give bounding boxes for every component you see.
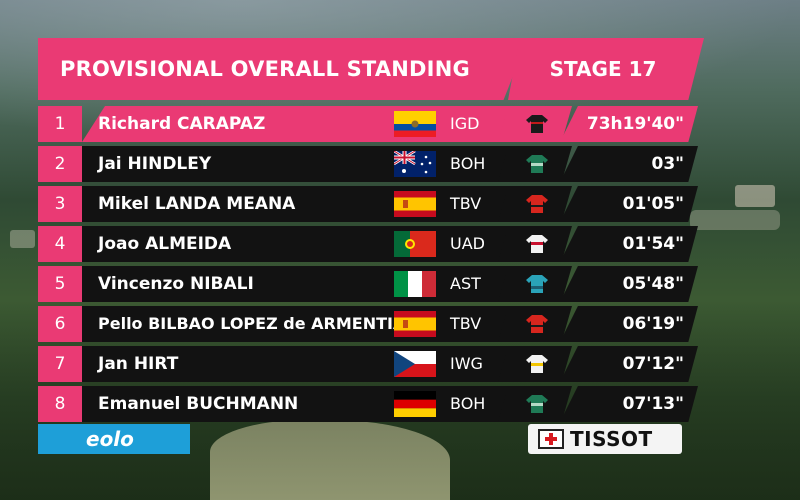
- gap-time: 07'13": [622, 394, 684, 414]
- time-bar: [560, 346, 698, 382]
- rider-name: Jan HIRT: [98, 354, 179, 374]
- team-code: TBV: [450, 314, 482, 333]
- spain-flag: [394, 191, 436, 217]
- position-number: 8: [38, 386, 82, 422]
- position-number: 7: [38, 346, 82, 382]
- rider-name: Vincenzo NIBALI: [98, 274, 254, 294]
- white-jersey-icon: [526, 235, 548, 253]
- tissot-cross-icon: [538, 429, 564, 449]
- standings-title: PROVISIONAL OVERALL STANDING: [60, 57, 470, 81]
- tissot-logo: TISSOT: [570, 427, 653, 451]
- background-village-left: [10, 230, 35, 248]
- time-bar: [560, 306, 698, 342]
- team-code: IWG: [450, 354, 483, 373]
- spain-flag: [394, 311, 436, 337]
- team-code: AST: [450, 274, 481, 293]
- standing-row-1: 1 Richard CARAPAZ IGD 73h19'40": [38, 106, 698, 142]
- standing-row-6: 6 Pello BILBAO LOPEZ de ARMENTIA TBV 06'…: [38, 306, 698, 342]
- czech-flag: [394, 351, 436, 377]
- team-code: IGD: [450, 114, 480, 133]
- name-bar: [82, 226, 542, 262]
- gap-time: 07'12": [622, 354, 684, 374]
- rider-name: Emanuel BUCHMANN: [98, 394, 299, 414]
- italy-flag: [394, 271, 436, 297]
- ecuador-flag: [394, 111, 436, 137]
- gap-time: 01'54": [622, 234, 684, 254]
- background-house: [735, 185, 775, 207]
- position-number: 1: [38, 106, 82, 142]
- gap-time: 03": [651, 154, 684, 174]
- position-number: 6: [38, 306, 82, 342]
- name-bar: [82, 266, 542, 302]
- name-bar: [82, 186, 542, 222]
- portugal-flag: [394, 231, 436, 257]
- name-bar: [82, 146, 542, 182]
- green-jersey-icon: [526, 395, 548, 413]
- white-jersey-icon: [526, 355, 548, 373]
- gap-time: 73h19'40": [586, 114, 684, 134]
- team-code: BOH: [450, 394, 486, 413]
- position-number: 5: [38, 266, 82, 302]
- time-bar: [560, 146, 698, 182]
- standing-row-7: 7 Jan HIRT IWG 07'12": [38, 346, 698, 382]
- rider-name: Joao ALMEIDA: [98, 234, 232, 254]
- time-bar: [560, 106, 698, 142]
- name-bar: [82, 106, 542, 142]
- time-bar: [560, 386, 698, 422]
- team-code: TBV: [450, 194, 482, 213]
- black-jersey-icon: [526, 115, 548, 133]
- standing-row-4: 4 Joao ALMEIDA UAD 01'54": [38, 226, 698, 262]
- gap-time: 05'48": [622, 274, 684, 294]
- australia-flag: [394, 151, 436, 177]
- name-bar: [82, 346, 542, 382]
- rider-name: Mikel LANDA MEANA: [98, 194, 296, 214]
- green-jersey-icon: [526, 155, 548, 173]
- time-bar: [560, 266, 698, 302]
- position-number: 3: [38, 186, 82, 222]
- stage-header: STAGE 17: [508, 38, 704, 100]
- rider-name: Jai HINDLEY: [98, 154, 212, 174]
- germany-flag: [394, 391, 436, 417]
- time-bar: [560, 186, 698, 222]
- gap-time: 01'05": [622, 194, 684, 214]
- red-jersey-icon: [526, 195, 548, 213]
- standing-row-3: 3 Mikel LANDA MEANA TBV 01'05": [38, 186, 698, 222]
- time-bar: [560, 226, 698, 262]
- team-code: UAD: [450, 234, 485, 253]
- name-bar: [82, 386, 542, 422]
- standings-header: PROVISIONAL OVERALL STANDING: [38, 38, 528, 100]
- background-village: [690, 210, 780, 230]
- position-number: 2: [38, 146, 82, 182]
- gap-time: 06'19": [622, 314, 684, 334]
- rider-name: Pello BILBAO LOPEZ de ARMENTIA: [98, 314, 406, 333]
- background-clearing: [210, 420, 450, 500]
- standing-row-2: 2 Jai HINDLEY BOH 03": [38, 146, 698, 182]
- teal-jersey-icon: [526, 275, 548, 293]
- tissot-sponsor-banner: TISSOT: [528, 424, 682, 454]
- standing-row-8: 8 Emanuel BUCHMANN BOH 07'13": [38, 386, 698, 422]
- stage-label: STAGE 17: [549, 57, 657, 81]
- standing-row-5: 5 Vincenzo NIBALI AST 05'48": [38, 266, 698, 302]
- red-jersey-icon: [526, 315, 548, 333]
- eolo-logo: eolo: [86, 427, 134, 451]
- team-code: BOH: [450, 154, 486, 173]
- name-bar: [82, 306, 542, 342]
- position-number: 4: [38, 226, 82, 262]
- eolo-sponsor-banner: eolo: [38, 424, 190, 454]
- rider-name: Richard CARAPAZ: [98, 114, 266, 134]
